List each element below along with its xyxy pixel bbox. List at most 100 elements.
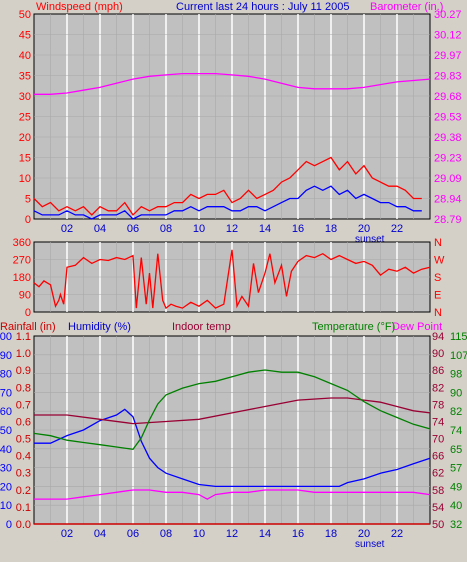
- x-tick-label: 14: [259, 528, 271, 540]
- dew-point-label: Dew Point: [392, 321, 442, 333]
- x-tick-label: 22: [391, 223, 403, 235]
- windspeed-tick: 5: [25, 194, 31, 206]
- x-tick-label: 22: [391, 528, 403, 540]
- gust-line: [33, 185, 422, 220]
- barometer-tick: 29.68: [434, 91, 462, 103]
- windspeed-tick: 10: [19, 173, 31, 185]
- temperature-tick: 98: [450, 369, 462, 381]
- rainfall-tick: 0.6: [16, 416, 31, 428]
- compass-tick: W: [434, 255, 445, 267]
- rainfall-tick: 0.5: [16, 434, 31, 446]
- dew-point-line: [34, 489, 431, 500]
- compass-tick: N: [434, 237, 442, 249]
- x-tick-label: 16: [292, 528, 304, 540]
- humidity-tick: 0: [6, 519, 12, 531]
- direction-tick: 360: [13, 237, 31, 249]
- direction-series: [33, 249, 431, 310]
- windspeed-label: Windspeed (mph): [36, 1, 123, 13]
- barometer-tick: 30.27: [434, 9, 462, 21]
- x-tick-label: 18: [325, 528, 337, 540]
- x-tick-label: 04: [94, 223, 106, 235]
- barometer-tick: 29.97: [434, 50, 462, 62]
- indoor-temp-line: [34, 397, 431, 425]
- x-tick-label: 02: [61, 223, 73, 235]
- direction-tick: 90: [19, 290, 31, 302]
- x-tick-label: 20: [358, 223, 370, 235]
- panel-climate-x-axis: 02 04 06 08 10 12 14 16 18 20 22: [61, 528, 403, 540]
- x-tick-label: 08: [160, 528, 172, 540]
- barometer-tick: 29.38: [434, 132, 462, 144]
- indoor-temp-tick: 74: [432, 416, 444, 428]
- compass-tick: S: [434, 272, 441, 284]
- humidity-tick: 100: [0, 331, 12, 343]
- barometer-tick: 30.12: [434, 30, 462, 42]
- x-tick-label: 10: [193, 223, 205, 235]
- wind-series: [33, 72, 431, 220]
- x-tick-label: 14: [259, 223, 271, 235]
- barometer-tick: 29.23: [434, 153, 462, 165]
- humidity-tick: 90: [0, 350, 12, 362]
- barometer-tick: 29.53: [434, 112, 462, 124]
- barometer-axis: 30.27 30.12 29.97 29.83 29.68 29.53 29.38 29.23…: [434, 9, 462, 226]
- humidity-tick: 10: [0, 500, 12, 512]
- temperature-tick: 115: [450, 331, 467, 343]
- barometer-line: [34, 72, 431, 95]
- temperature-tick: 82: [450, 406, 462, 418]
- rainfall-tick: 0.1: [16, 502, 31, 514]
- humidity-tick: 40: [0, 444, 12, 456]
- humidity-tick: 80: [0, 369, 12, 381]
- windspeed-tick: 20: [19, 132, 31, 144]
- temperature-tick: 40: [450, 500, 462, 512]
- temperature-line: [33, 369, 431, 450]
- windspeed-tick: 30: [19, 91, 31, 103]
- indoor-temp-label: Indoor temp: [172, 321, 231, 333]
- chart-title: Current last 24 hours : July 11 2005: [176, 1, 349, 13]
- rainfall-tick: 0.2: [16, 485, 31, 497]
- rainfall-tick: 0.9: [16, 365, 31, 377]
- x-tick-label: 02: [61, 528, 73, 540]
- windspeed-tick: 40: [19, 50, 31, 62]
- sunset-label-1: sunset: [355, 234, 385, 245]
- indoor-temp-tick: 54: [432, 502, 444, 514]
- x-tick-label: 16: [292, 223, 304, 235]
- panel-wind-x-axis: 02 04 06 08 10 12 14 16 18 20 22: [61, 223, 403, 235]
- direction-line: [33, 249, 431, 310]
- x-tick-label: 08: [160, 223, 172, 235]
- windspeed-tick: 35: [19, 71, 31, 83]
- temperature-tick: 65: [450, 444, 462, 456]
- barometer-tick: 29.09: [434, 173, 462, 185]
- x-tick-label: 12: [226, 528, 238, 540]
- x-tick-label: 04: [94, 528, 106, 540]
- indoor-temp-tick: 62: [432, 468, 444, 480]
- rainfall-tick: 0.4: [16, 451, 31, 463]
- x-tick-label: 18: [325, 223, 337, 235]
- temperature-tick: 107: [450, 350, 467, 362]
- windspeed-line: [33, 156, 422, 216]
- humidity-tick: 30: [0, 463, 12, 475]
- x-tick-label: 20: [358, 528, 370, 540]
- climate-series: [33, 369, 431, 525]
- indoor-temp-tick: 50: [432, 519, 444, 531]
- rainfall-tick: 0.8: [16, 382, 31, 394]
- sunset-label-3: sunset: [355, 539, 385, 550]
- direction-tick: 0: [25, 307, 31, 319]
- temperature-tick: 49: [450, 481, 462, 493]
- compass-tick: E: [434, 290, 441, 302]
- humidity-tick: 70: [0, 387, 12, 399]
- windspeed-tick: 15: [19, 153, 31, 165]
- humidity-label: Humidity (%): [68, 321, 131, 333]
- x-tick-label: 12: [226, 223, 238, 235]
- indoor-temp-tick: 86: [432, 365, 444, 377]
- windspeed-tick: 50: [19, 9, 31, 21]
- climate-axes: 10090807060504030201001.11.00.90.80.70.6…: [0, 331, 467, 531]
- rainfall-tick: 1.0: [16, 348, 31, 360]
- humidity-tick: 60: [0, 406, 12, 418]
- windspeed-tick: 45: [19, 30, 31, 42]
- barometer-label: Barometer (in.): [370, 1, 443, 13]
- indoor-temp-tick: 70: [432, 434, 444, 446]
- barometer-tick: 28.79: [434, 214, 462, 226]
- indoor-temp-tick: 58: [432, 485, 444, 497]
- panel-wind-grid: [34, 14, 430, 219]
